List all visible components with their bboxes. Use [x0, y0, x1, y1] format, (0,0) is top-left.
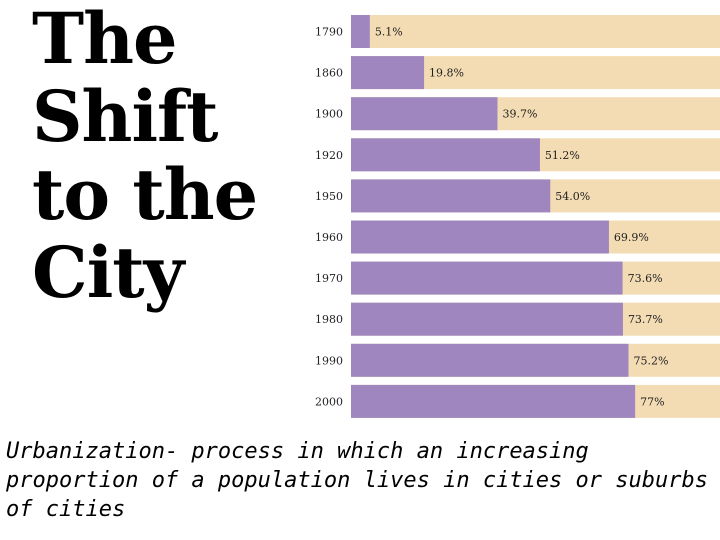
data-label-1960: 69.9% [614, 231, 649, 244]
data-label-1970: 73.6% [628, 272, 663, 285]
definition-caption: Urbanization- process in which an increa… [6, 439, 708, 522]
year-label-1960: 1960 [315, 231, 343, 244]
data-label-1920: 51.2% [545, 149, 580, 162]
bar-1990 [351, 343, 629, 377]
year-label-1860: 1860 [315, 67, 343, 80]
bar-1790 [351, 15, 370, 48]
data-label-1950: 54.0% [555, 190, 590, 203]
bar-1920 [351, 138, 540, 172]
title-line-1: The [32, 0, 178, 80]
title-line-4: City [32, 231, 184, 314]
bar-1900 [351, 97, 498, 131]
year-label-1990: 1990 [315, 354, 343, 367]
bar-2000 [351, 384, 636, 418]
data-label-1900: 39.7% [502, 108, 537, 121]
bar-1980 [351, 302, 623, 336]
year-label-1980: 1980 [315, 313, 343, 326]
data-label-1980: 73.7% [628, 313, 663, 326]
urbanization-bar-chart: 1790 5.1% 1860 19.8% 1900 39.7% 1920 51.2% 1950 5… [315, 15, 720, 418]
bar-1950 [351, 179, 551, 213]
year-label-1900: 1900 [315, 108, 343, 121]
slide-title: The Shift to the City [32, 0, 292, 312]
year-label-1970: 1970 [315, 272, 343, 285]
year-label-1920: 1920 [315, 149, 343, 162]
data-label-1860: 19.8% [429, 67, 464, 80]
data-label-1990: 75.2% [633, 354, 668, 367]
title-line-3: to the [32, 153, 258, 236]
title-line-2: Shift [32, 75, 218, 158]
year-label-2000: 2000 [315, 395, 343, 408]
data-label-1790: 5.1% [375, 26, 403, 39]
year-label-1790: 1790 [315, 26, 343, 39]
bar-remainder-1790 [351, 15, 720, 48]
data-label-2000: 77% [640, 395, 664, 408]
bar-1970 [351, 261, 623, 295]
bar-1860 [351, 56, 425, 90]
bar-1960 [351, 220, 609, 254]
year-label-1950: 1950 [315, 190, 343, 203]
